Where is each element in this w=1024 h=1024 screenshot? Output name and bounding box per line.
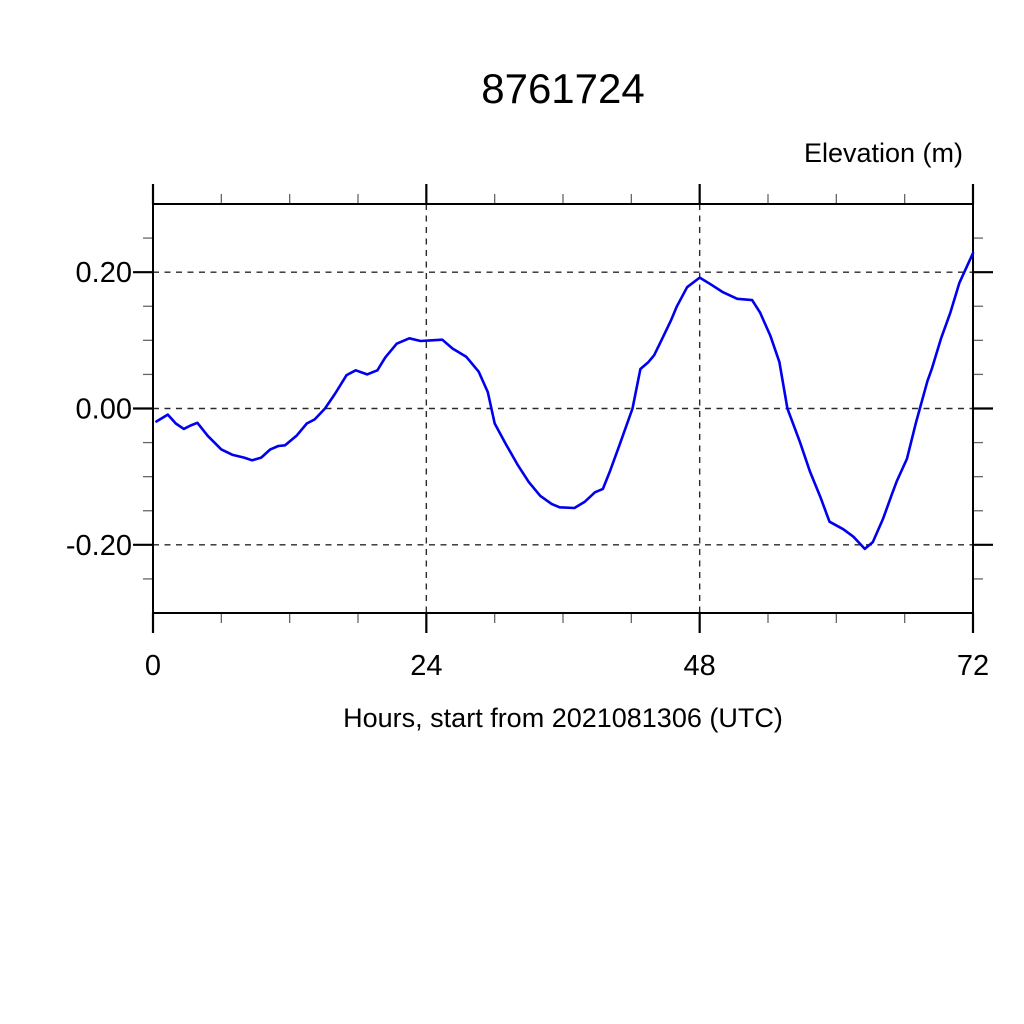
elevation-series-line bbox=[155, 251, 975, 551]
axis-ticks bbox=[133, 184, 993, 633]
plot-frame bbox=[152, 203, 974, 614]
y-tick-label: 0.20 bbox=[76, 257, 132, 289]
elevation-series bbox=[155, 251, 975, 551]
x-tick-label: 48 bbox=[684, 650, 716, 682]
chart-title: 8761724 bbox=[481, 65, 645, 112]
gridlines bbox=[153, 204, 973, 613]
y-tick-label: 0.00 bbox=[76, 394, 132, 426]
x-axis-label: Hours, start from 2021081306 (UTC) bbox=[343, 703, 783, 733]
tick-labels: 0 24 48 72 -0.20 0.00 0.20 bbox=[66, 257, 989, 682]
y-axis-unit-label: Elevation (m) bbox=[804, 138, 963, 168]
x-tick-label: 24 bbox=[410, 650, 442, 682]
x-tick-label: 72 bbox=[957, 650, 989, 682]
x-tick-label: 0 bbox=[145, 650, 161, 682]
y-tick-label: -0.20 bbox=[66, 530, 132, 562]
